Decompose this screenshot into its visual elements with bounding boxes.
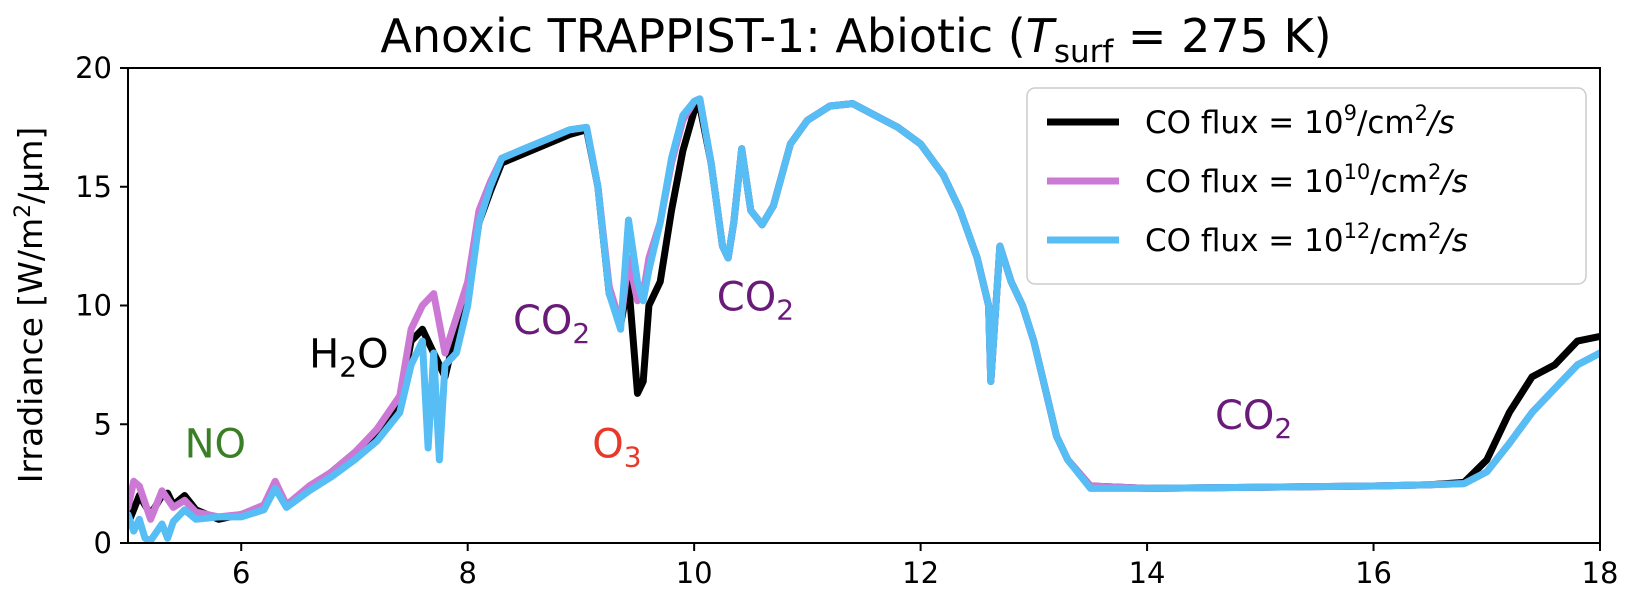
- y-tick-label: 10: [75, 289, 112, 323]
- chart-title-sub: surf: [1054, 34, 1115, 70]
- y-axis-label-sup: 2: [11, 204, 36, 218]
- plot-frame: [127, 67, 1601, 544]
- annotation-subscript: 2: [339, 350, 357, 383]
- legend-label-part: /s: [1438, 164, 1468, 200]
- y-axis-label-suffix: /μm]: [11, 127, 50, 204]
- annotation-main: CO: [1215, 393, 1274, 439]
- annotation-subscript: 2: [776, 293, 794, 326]
- y-axis-label: Irradiance [W/m2/μm]: [11, 127, 50, 484]
- legend-label-part: 2: [1428, 160, 1441, 184]
- legend-label-part: 2: [1428, 219, 1441, 243]
- y-tick-label: 5: [94, 407, 112, 441]
- legend-label-part: CO flux = 10: [1145, 223, 1344, 259]
- legend-label-part: 12: [1344, 219, 1371, 243]
- annotation-label: O3: [592, 422, 641, 474]
- annotation-label: CO2: [717, 274, 794, 326]
- y-tick-label: 0: [94, 526, 112, 560]
- legend-label-part: 10: [1344, 160, 1371, 184]
- legend-label-part: /s: [1425, 105, 1455, 141]
- legend-label-part: /cm: [1370, 223, 1428, 259]
- annotation-label: CO2: [513, 298, 590, 350]
- annotation-main: H: [309, 331, 339, 377]
- legend: CO flux = 109/cm2/sCO flux = 1010/cm2/sC…: [1026, 87, 1587, 285]
- annotation-subscript: 3: [624, 441, 642, 474]
- legend-label-0: CO flux = 109/cm2/s: [1145, 101, 1455, 141]
- legend-label-part: /cm: [1357, 105, 1415, 141]
- chart-title-prefix: Anoxic TRAPPIST-1: Abiotic (: [380, 9, 1025, 63]
- legend-label-part: /cm: [1370, 164, 1428, 200]
- x-tick-label: 12: [902, 556, 939, 590]
- chart-title: Anoxic TRAPPIST-1: Abiotic (Tsurf = 275 …: [380, 9, 1331, 70]
- annotation-tail: O: [357, 331, 388, 377]
- legend-label-part: CO flux = 10: [1145, 164, 1344, 200]
- legend-label-1: CO flux = 1010/cm2/s: [1145, 160, 1468, 200]
- annotation-subscript: 2: [572, 317, 590, 350]
- annotation-main: CO: [717, 274, 776, 320]
- legend-label-part: 9: [1344, 101, 1357, 125]
- y-tick-label: 15: [75, 170, 112, 204]
- y-tick-label: 20: [75, 51, 112, 85]
- legend-label-part: 2: [1415, 101, 1428, 125]
- x-tick-label: 10: [676, 556, 713, 590]
- x-tick-label: 16: [1355, 556, 1392, 590]
- annotation-label: CO2: [1215, 393, 1292, 445]
- x-tick-label: 8: [458, 556, 476, 590]
- legend-label-part: /s: [1438, 223, 1468, 259]
- annotation-main: O: [592, 422, 623, 468]
- series-line-2: [128, 95, 1600, 543]
- annotation-label: H2O: [309, 331, 388, 383]
- chart-title-suffix: = 275 K): [1113, 9, 1331, 63]
- x-tick-label: 14: [1129, 556, 1166, 590]
- annotation-main: CO: [513, 298, 572, 344]
- x-tick-label: 18: [1582, 556, 1619, 590]
- y-axis-label-prefix: Irradiance [W/m: [11, 218, 50, 483]
- annotation-label: NO: [185, 422, 246, 468]
- annotation-main: NO: [185, 422, 246, 468]
- legend-label-2: CO flux = 1012/cm2/s: [1145, 219, 1468, 259]
- chart-title-var: T: [1026, 9, 1058, 63]
- legend-box: [1026, 87, 1587, 285]
- legend-label-part: CO flux = 10: [1145, 105, 1344, 141]
- x-tick-label: 6: [232, 556, 250, 590]
- data-series: [128, 95, 1600, 543]
- annotation-subscript: 2: [1274, 412, 1292, 445]
- axis-ticks: 6 8 10 12 14 16 18 0 5 10 15 20: [75, 51, 1618, 590]
